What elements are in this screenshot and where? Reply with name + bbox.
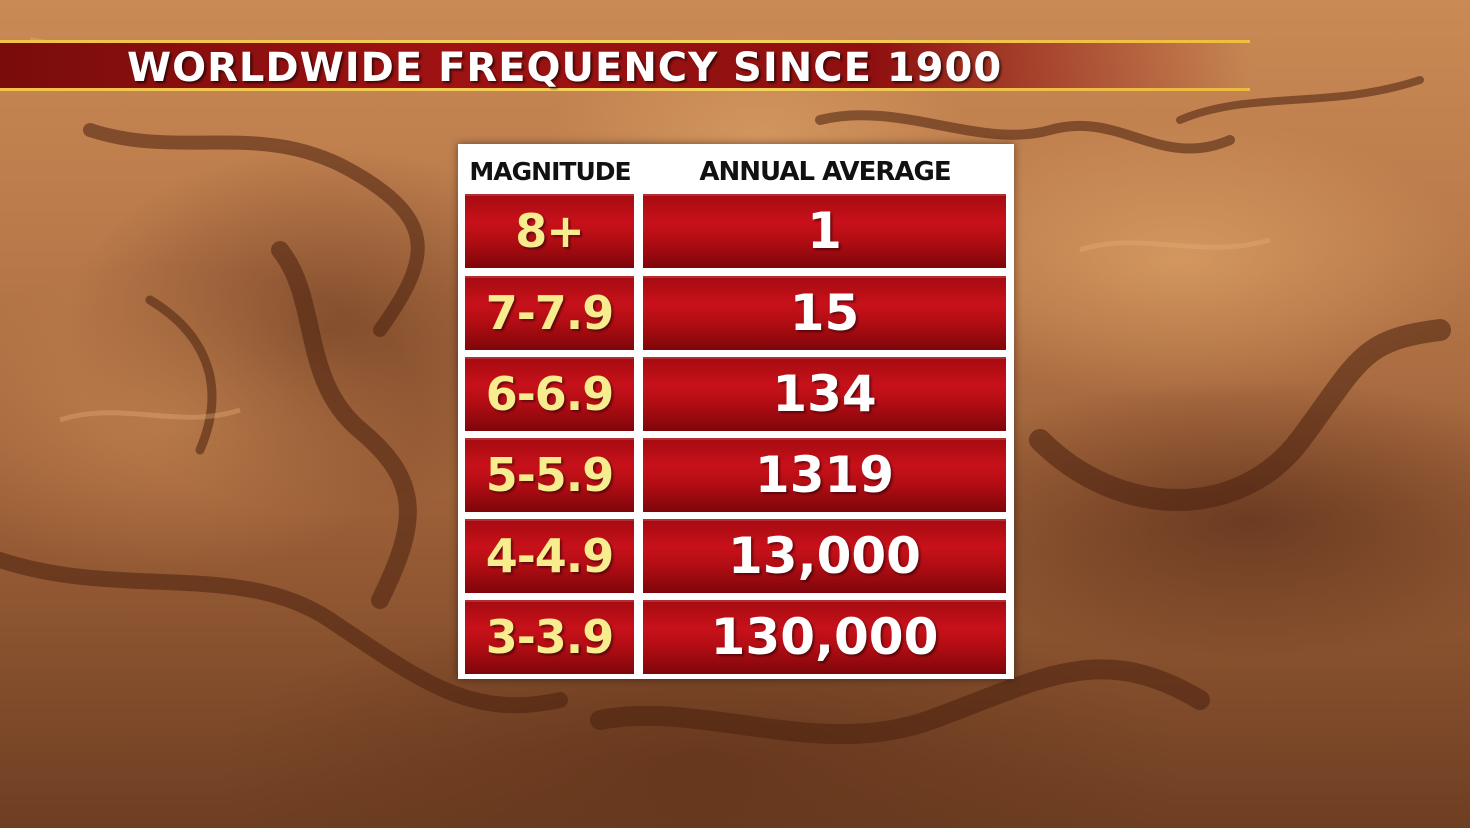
- table-cell-magnitude: 7-7.9: [465, 276, 634, 350]
- column-header-annual-average: ANNUAL AVERAGE: [699, 157, 951, 187]
- table-cell-annual-average: 1: [643, 194, 1006, 268]
- column-header-magnitude: MAGNITUDE: [469, 157, 631, 186]
- table-cell-magnitude: 5-5.9: [465, 438, 634, 512]
- table-cell-magnitude: 6-6.9: [465, 357, 634, 431]
- table-cell-annual-average: 15: [643, 276, 1006, 350]
- table-cell-magnitude: 8+: [465, 194, 634, 268]
- table-cell-magnitude: 3-3.9: [465, 600, 634, 674]
- table-cell-annual-average: 134: [643, 357, 1006, 431]
- table-cell-annual-average: 13,000: [643, 519, 1006, 593]
- frequency-table: MAGNITUDE ANNUAL AVERAGE 8+ 1 7-7.9 15 6…: [458, 144, 1014, 679]
- table-cell-annual-average: 1319: [643, 438, 1006, 512]
- table-cell-magnitude: 4-4.9: [465, 519, 634, 593]
- title-banner: [0, 40, 1250, 91]
- table-body: 8+ 1 7-7.9 15 6-6.9 134 5-5.9 1319 4-4.9…: [458, 144, 1014, 679]
- page-title: WORLDWIDE FREQUENCY SINCE 1900: [127, 45, 1003, 91]
- table-cell-annual-average: 130,000: [643, 600, 1006, 674]
